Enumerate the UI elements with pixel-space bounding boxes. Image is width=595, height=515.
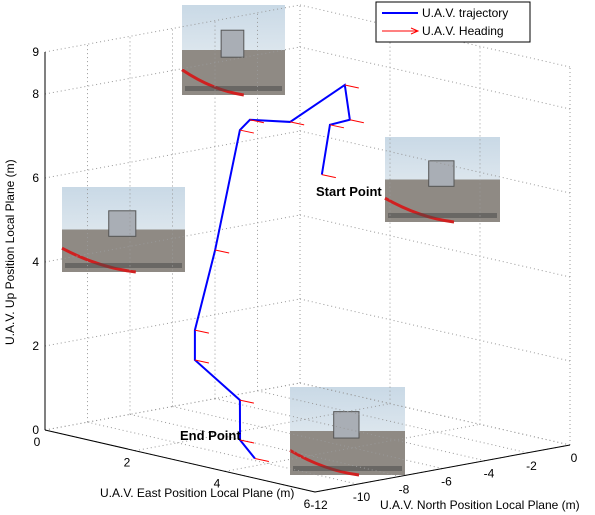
y-tick-label: -8 — [399, 482, 410, 496]
legend: U.A.V. trajectory U.A.V. Heading — [376, 2, 530, 42]
heading-marker — [215, 250, 229, 253]
heading-marker — [240, 130, 254, 133]
y-tick-label: -6 — [441, 475, 452, 489]
z-tick-label: 8 — [32, 87, 39, 101]
heading-marker — [350, 120, 364, 123]
y-tick-label: -2 — [526, 459, 537, 473]
photo-building — [334, 412, 359, 438]
grid-line — [300, 47, 570, 109]
legend-label: U.A.V. Heading — [422, 24, 504, 38]
z-axis-label: U.A.V. Up Position Local Plane (m) — [3, 159, 17, 345]
z-tick-label: 6 — [32, 171, 39, 185]
annotation: End Point — [180, 428, 241, 443]
photos — [62, 5, 500, 475]
x-tick-label: 0 — [34, 435, 41, 449]
y-tick-label: -10 — [353, 490, 371, 504]
grid-line — [300, 215, 570, 277]
y-tick-label: 0 — [571, 451, 578, 465]
photo-caption — [388, 213, 497, 218]
z-tick-label: 2 — [32, 339, 39, 353]
heading-marker — [240, 400, 254, 403]
grid-line — [300, 299, 570, 361]
legend-label: U.A.V. trajectory — [422, 6, 508, 20]
y-axis-label: U.A.V. North Position Local Plane (m) — [380, 498, 580, 512]
z-tick-label: 9 — [32, 45, 39, 59]
photo-caption — [185, 86, 282, 91]
photo-building — [429, 161, 454, 187]
y-tick-label: -12 — [310, 498, 328, 512]
chart: 0246890246-12-10-8-6-4-20 U.A.V. East Po… — [0, 0, 595, 515]
heading-marker — [330, 125, 344, 128]
photo-building — [109, 211, 136, 237]
annotation: Start Point — [316, 184, 382, 199]
heading-marker — [255, 459, 269, 462]
y-tick-label: -4 — [484, 467, 495, 481]
heading-marker — [290, 122, 304, 125]
photo-caption — [293, 466, 402, 471]
heading-marker — [345, 85, 359, 88]
heading-marker — [195, 330, 209, 333]
x-axis-label: U.A.V. East Position Local Plane (m) — [100, 486, 294, 500]
photo-caption — [65, 263, 182, 268]
z-tick-label: 4 — [32, 255, 39, 269]
photo-building — [221, 30, 244, 57]
x-tick-label: 2 — [124, 456, 131, 470]
heading-marker — [322, 175, 336, 178]
